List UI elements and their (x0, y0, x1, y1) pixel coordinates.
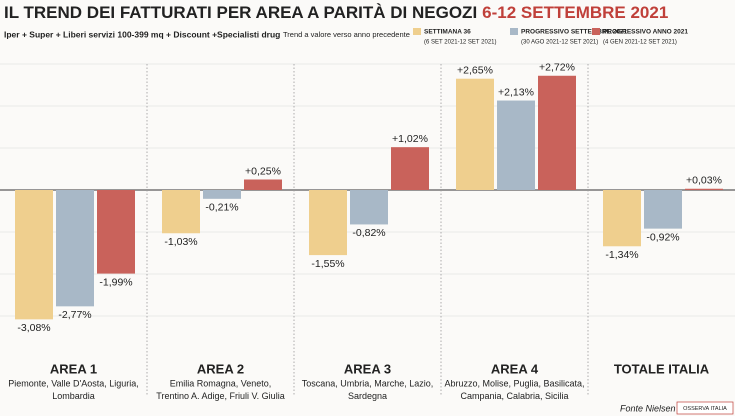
category-detail: Piemonte, Valle D'Aosta, Liguria, (8, 378, 139, 388)
data-label: +2,72% (539, 62, 575, 74)
category-detail: Emilia Romagna, Veneto, (170, 378, 272, 388)
bar (538, 75, 576, 190)
data-label: -0,82% (352, 227, 385, 239)
bar (391, 147, 429, 190)
bar (97, 190, 135, 274)
data-label: -1,34% (605, 249, 638, 261)
legend-swatch (413, 28, 421, 35)
data-label: +0,03% (686, 175, 722, 187)
data-label: +1,02% (392, 133, 428, 145)
legend-label: SETTIMANA 36 (424, 29, 471, 36)
logo-text: OSSERVA ITALIA (683, 406, 727, 412)
bar (244, 179, 282, 190)
bar (309, 190, 347, 256)
bar (56, 190, 94, 307)
bar (203, 190, 241, 199)
bar (162, 190, 200, 234)
x-tick-label: AREA 1 (50, 361, 97, 376)
data-label: -2,77% (58, 309, 91, 321)
x-tick-label: TOTALE ITALIA (614, 361, 710, 376)
bar (603, 190, 641, 247)
bar (350, 190, 388, 225)
bar (456, 78, 494, 190)
x-tick-label: AREA 4 (491, 361, 539, 376)
bar (15, 190, 53, 320)
category-detail: Abruzzo, Molise, Puglia, Basilicata, (444, 378, 584, 388)
x-tick-label: AREA 3 (344, 361, 391, 376)
chart-title: IL TREND DEI FATTURATI PER AREA A PARITÀ… (4, 3, 668, 22)
legend-period: (4 GEN 2021-12 SET 2021) (603, 40, 677, 46)
legend-swatch (592, 28, 600, 35)
legend-swatch (510, 28, 518, 35)
x-tick-label: AREA 2 (197, 361, 244, 376)
bar (685, 188, 723, 190)
source: Fonte Nielsen (620, 403, 676, 413)
logo (676, 401, 734, 415)
category-detail: Campania, Calabria, Sicilia (460, 391, 568, 401)
data-label: +0,25% (245, 165, 281, 177)
subtitle-note: Trend a valore verso anno precedente (283, 30, 410, 39)
data-label: -1,99% (99, 276, 132, 288)
data-label: +2,65% (457, 64, 493, 76)
data-label: -0,21% (205, 202, 238, 214)
category-detail: Trentino A. Adige, Friuli V. Giulia (156, 391, 284, 401)
category-detail: Lombardia (52, 391, 95, 401)
data-label: -1,55% (311, 258, 344, 270)
category-detail: Sardegna (348, 391, 387, 401)
category-detail: Toscana, Umbria, Marche, Lazio, (302, 378, 434, 388)
title-date: 6-12 SETTEMBRE 2021 (482, 3, 668, 22)
data-label: -0,92% (646, 231, 679, 243)
bar (644, 190, 682, 229)
title-main: IL TREND DEI FATTURATI PER AREA A PARITÀ… (4, 3, 477, 22)
legend-label: PROGRESSIVO SETTEMBRE 2021 (521, 29, 628, 36)
subtitle: Iper + Super + Liberi servizi 100-399 mq… (4, 29, 280, 39)
data-label: +2,13% (498, 86, 534, 98)
legend-period: (6 SET 2021-12 SET 2021) (424, 40, 497, 46)
legend-period: (30 AGO 2021-12 SET 2021) (521, 40, 598, 46)
data-label: -1,03% (164, 236, 197, 248)
legend-label: PROGRESSIVO ANNO 2021 (603, 29, 688, 36)
bar (497, 100, 535, 190)
data-label: -3,08% (17, 322, 50, 334)
